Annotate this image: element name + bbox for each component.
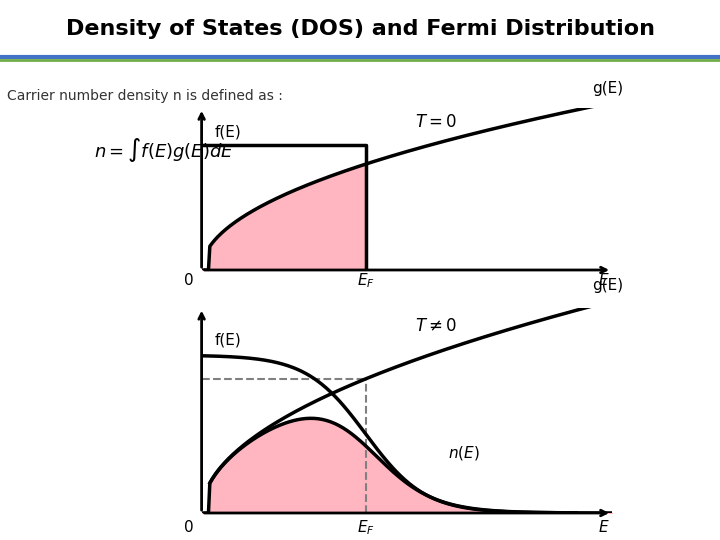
Text: $E_F$: $E_F$	[357, 271, 374, 289]
Text: f(E): f(E)	[215, 332, 241, 347]
Text: $E$: $E$	[598, 272, 610, 288]
Text: f(E): f(E)	[215, 124, 241, 139]
Text: Carrier number density n is defined as :: Carrier number density n is defined as :	[7, 89, 283, 103]
Text: $E$: $E$	[598, 519, 610, 535]
Text: $E_F$: $E_F$	[357, 518, 374, 537]
Text: Density of States (DOS) and Fermi Distribution: Density of States (DOS) and Fermi Distri…	[66, 19, 654, 39]
Text: $T = 0$: $T = 0$	[415, 113, 457, 131]
Text: 0: 0	[184, 273, 193, 288]
Text: g(E): g(E)	[593, 278, 624, 293]
Text: g(E): g(E)	[593, 82, 624, 96]
Text: 0: 0	[184, 520, 193, 535]
Text: $T \neq 0$: $T \neq 0$	[415, 318, 457, 335]
Text: $n(E)$: $n(E)$	[448, 444, 480, 462]
Text: $n = \int f(E)g(E)dE$: $n = \int f(E)g(E)dE$	[94, 136, 234, 164]
